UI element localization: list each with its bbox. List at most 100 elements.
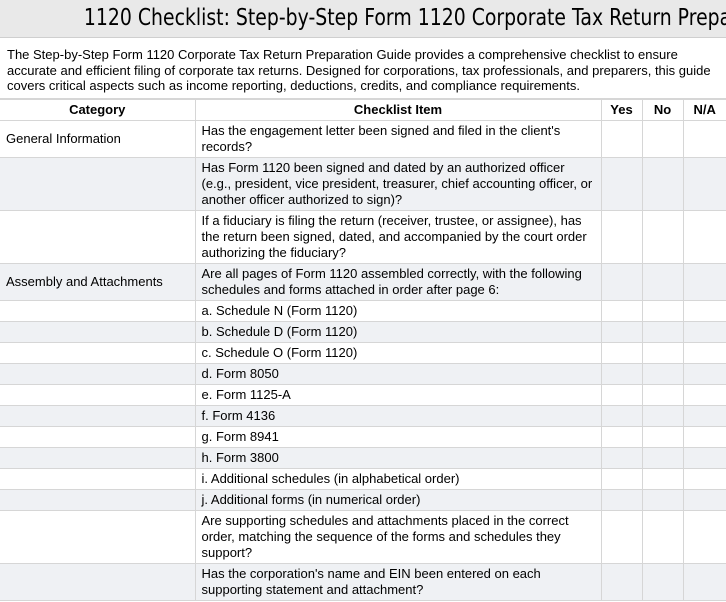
item-cell: g. Form 8941: [194, 426, 602, 448]
check-cell: [600, 120, 643, 158]
item-cell: If a fiduciary is filing the return (rec…: [194, 210, 602, 264]
title-bar: 1120 Checklist: Step-by-Step Form 1120 C…: [0, 0, 726, 38]
check-cell: [641, 468, 684, 490]
check-cell: [600, 405, 643, 427]
category-cell: [0, 563, 196, 601]
check-cell: [641, 321, 684, 343]
check-cell: [682, 363, 726, 385]
check-cell: [600, 210, 643, 264]
table-header: Category Checklist Item Yes No N/A: [0, 99, 726, 121]
check-cell: [600, 321, 643, 343]
check-cell: [682, 263, 726, 301]
check-cell: [600, 426, 643, 448]
item-cell: d. Form 8050: [194, 363, 602, 385]
category-cell: [0, 384, 196, 406]
check-cell: [682, 300, 726, 322]
check-cell: [682, 510, 726, 564]
table-row: g. Form 8941: [0, 426, 726, 448]
check-cell: [641, 384, 684, 406]
item-cell: Has Form 1120 been signed and dated by a…: [194, 157, 602, 211]
item-cell: j. Additional forms (in numerical order): [194, 489, 602, 511]
check-cell: [641, 405, 684, 427]
table-row: h. Form 3800: [0, 447, 726, 469]
check-cell: [600, 263, 643, 301]
table-row: If a fiduciary is filing the return (rec…: [0, 210, 726, 264]
check-cell: [641, 300, 684, 322]
column-header: Category: [0, 99, 196, 121]
check-cell: [682, 447, 726, 469]
table-row: Are supporting schedules and attachments…: [0, 510, 726, 564]
check-cell: [600, 447, 643, 469]
check-cell: [682, 468, 726, 490]
check-cell: [641, 210, 684, 264]
item-cell: b. Schedule D (Form 1120): [194, 321, 602, 343]
category-cell: [0, 489, 196, 511]
table-row: Has the corporation's name and EIN been …: [0, 563, 726, 601]
item-cell: a. Schedule N (Form 1120): [194, 300, 602, 322]
table-row: j. Additional forms (in numerical order): [0, 489, 726, 511]
item-cell: h. Form 3800: [194, 447, 602, 469]
check-cell: [600, 342, 643, 364]
category-cell: [0, 510, 196, 564]
table-row: Assembly and Attachments Are all pages of…: [0, 263, 726, 301]
check-cell: [682, 405, 726, 427]
check-cell: [682, 210, 726, 264]
check-cell: [641, 447, 684, 469]
item-cell: Are supporting schedules and attachments…: [194, 510, 602, 564]
item-cell: c. Schedule O (Form 1120): [194, 342, 602, 364]
item-cell: Has the engagement letter been signed an…: [194, 120, 602, 158]
table-body: General Information Has the engagement le…: [0, 120, 726, 601]
check-cell: [600, 563, 643, 601]
check-cell: [641, 342, 684, 364]
column-header: No: [641, 99, 684, 121]
check-cell: [600, 468, 643, 490]
item-cell: f. Form 4136: [194, 405, 602, 427]
check-cell: [600, 157, 643, 211]
check-cell: [682, 120, 726, 158]
column-header: Checklist Item: [194, 99, 602, 121]
check-cell: [600, 363, 643, 385]
check-cell: [641, 563, 684, 601]
table-row: e. Form 1125-A: [0, 384, 726, 406]
check-cell: [682, 321, 726, 343]
item-cell: e. Form 1125-A: [194, 384, 602, 406]
table-row: f. Form 4136: [0, 405, 726, 427]
table-row: a. Schedule N (Form 1120): [0, 300, 726, 322]
check-cell: [600, 384, 643, 406]
item-cell: i. Additional schedules (in alphabetical…: [194, 468, 602, 490]
category-cell: [0, 321, 196, 343]
check-cell: [682, 342, 726, 364]
check-cell: [641, 263, 684, 301]
check-cell: [641, 489, 684, 511]
table-row: i. Additional schedules (in alphabetical…: [0, 468, 726, 490]
category-cell: [0, 405, 196, 427]
checklist-table: Category Checklist Item Yes No N/A General I…: [0, 99, 726, 601]
category-cell: Assembly and Attachments: [0, 263, 196, 301]
category-cell: [0, 426, 196, 448]
category-cell: [0, 210, 196, 264]
check-cell: [682, 489, 726, 511]
check-cell: [641, 363, 684, 385]
category-cell: [0, 342, 196, 364]
header-row: Category Checklist Item Yes No N/A: [0, 99, 726, 121]
table-row: d. Form 8050: [0, 363, 726, 385]
check-cell: [600, 300, 643, 322]
check-cell: [641, 510, 684, 564]
check-cell: [682, 426, 726, 448]
table-row: c. Schedule O (Form 1120): [0, 342, 726, 364]
description: The Step-by-Step Form 1120 Corporate Tax…: [0, 38, 726, 99]
check-cell: [641, 120, 684, 158]
check-cell: [682, 563, 726, 601]
column-header: N/A: [682, 99, 726, 121]
check-cell: [641, 426, 684, 448]
category-cell: [0, 300, 196, 322]
table-row: b. Schedule D (Form 1120): [0, 321, 726, 343]
category-cell: [0, 157, 196, 211]
check-cell: [600, 489, 643, 511]
category-cell: General Information: [0, 120, 196, 158]
check-cell: [682, 157, 726, 211]
table-row: Has Form 1120 been signed and dated by a…: [0, 157, 726, 211]
title: 1120 Checklist: Step-by-Step Form 1120 C…: [83, 5, 726, 31]
item-cell: Has the corporation's name and EIN been …: [194, 563, 602, 601]
